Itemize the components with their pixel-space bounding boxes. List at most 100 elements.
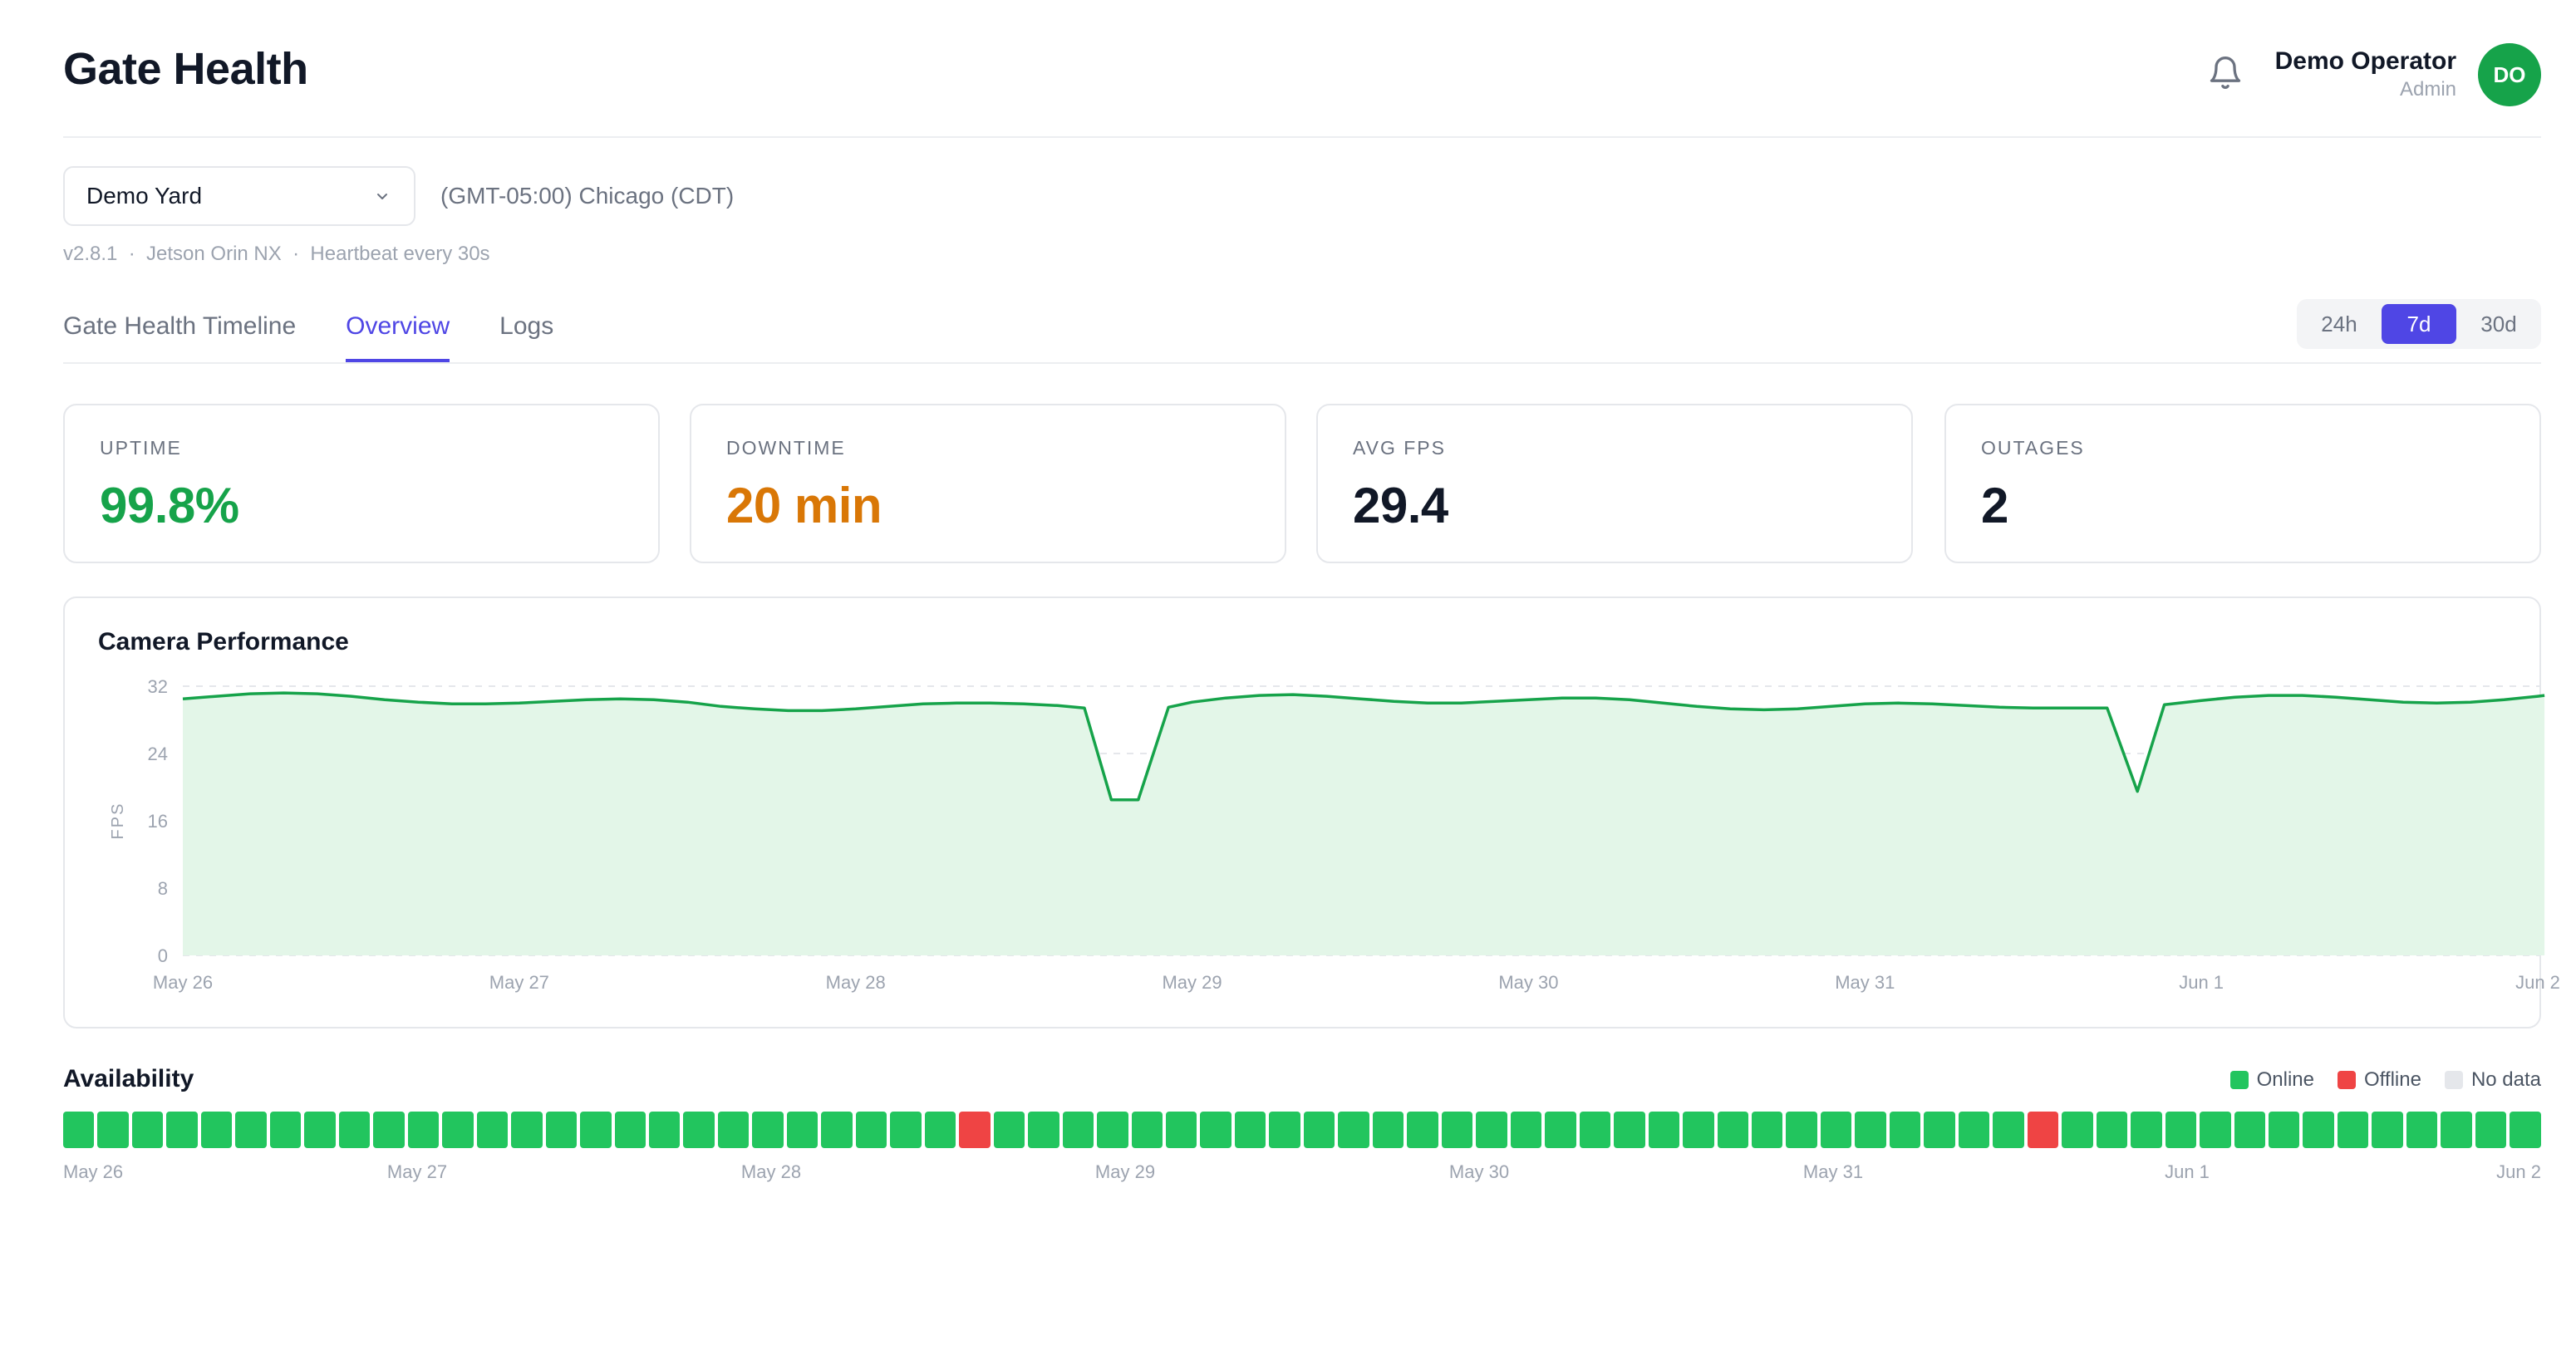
x-tick-label: May 29 xyxy=(1162,972,1222,993)
legend-item-offline: Offline xyxy=(2338,1068,2421,1092)
availability-block-online[interactable] xyxy=(304,1112,336,1148)
availability-block-online[interactable] xyxy=(373,1112,405,1148)
availability-block-online[interactable] xyxy=(1200,1112,1231,1148)
tab-gate-health-timeline[interactable]: Gate Health Timeline xyxy=(63,312,297,340)
availability-axis-label: May 26 xyxy=(63,1161,124,1182)
availability-block-online[interactable] xyxy=(166,1112,198,1148)
legend-swatch xyxy=(2229,1071,2249,1089)
y-tick-label: 16 xyxy=(148,811,168,832)
stat-card-avg-fps: AVG FPS 29.4 xyxy=(1316,404,1913,563)
availability-block-online[interactable] xyxy=(63,1112,95,1148)
range-7d-button[interactable]: 7d xyxy=(2382,304,2456,344)
availability-block-online[interactable] xyxy=(2510,1112,2541,1148)
availability-block-online[interactable] xyxy=(97,1112,129,1148)
availability-block-online[interactable] xyxy=(2096,1112,2128,1148)
avatar[interactable]: DO xyxy=(2478,43,2541,106)
availability-block-online[interactable] xyxy=(1441,1112,1473,1148)
availability-axis-label: May 31 xyxy=(1802,1161,1864,1182)
availability-block-online[interactable] xyxy=(1614,1112,1645,1148)
availability-block-online[interactable] xyxy=(786,1112,819,1148)
y-tick-label: 24 xyxy=(148,744,168,764)
availability-block-online[interactable] xyxy=(2372,1112,2403,1148)
availability-block-online[interactable] xyxy=(648,1112,681,1148)
availability-block-online[interactable] xyxy=(614,1112,646,1148)
bell-icon[interactable] xyxy=(2207,53,2244,93)
availability-block-online[interactable] xyxy=(1303,1112,1335,1148)
availability-block-online[interactable] xyxy=(1717,1112,1748,1148)
availability-block-online[interactable] xyxy=(2165,1112,2197,1148)
availability-block-online[interactable] xyxy=(1372,1112,1404,1148)
tab-logs[interactable]: Logs xyxy=(499,312,554,340)
availability-block-online[interactable] xyxy=(338,1112,371,1148)
availability-block-online[interactable] xyxy=(1958,1112,1990,1148)
availability-block-online[interactable] xyxy=(1062,1112,1094,1148)
range-24h-button[interactable]: 24h xyxy=(2321,311,2357,336)
availability-block-online[interactable] xyxy=(2269,1112,2300,1148)
availability-block-online[interactable] xyxy=(545,1112,578,1148)
x-tick-label: May 26 xyxy=(153,972,213,993)
chevron-down-icon xyxy=(377,194,387,199)
availability-block-online[interactable] xyxy=(1097,1112,1128,1148)
availability-block-online[interactable] xyxy=(1269,1112,1300,1148)
availability-block-online[interactable] xyxy=(442,1112,474,1148)
device-meta: v2.8.1 · Jetson Orin NX · Heartbeat ever… xyxy=(63,243,490,265)
availability-block-online[interactable] xyxy=(2406,1112,2438,1148)
availability-block-online[interactable] xyxy=(717,1112,750,1148)
tab-overview[interactable]: Overview xyxy=(346,312,450,362)
x-tick-label: May 30 xyxy=(1498,972,1558,993)
availability-block-online[interactable] xyxy=(1683,1112,1714,1148)
availability-block-online[interactable] xyxy=(200,1112,233,1148)
availability-block-online[interactable] xyxy=(2062,1112,2093,1148)
availability-block-online[interactable] xyxy=(2200,1112,2231,1148)
availability-block-online[interactable] xyxy=(407,1112,440,1148)
availability-bar xyxy=(63,1112,2541,1148)
availability-block-online[interactable] xyxy=(855,1112,887,1148)
availability-block-offline[interactable] xyxy=(2027,1112,2059,1148)
availability-block-online[interactable] xyxy=(1234,1112,1266,1148)
availability-block-online[interactable] xyxy=(752,1112,784,1148)
availability-block-online[interactable] xyxy=(1820,1112,1852,1148)
availability-block-online[interactable] xyxy=(2234,1112,2265,1148)
availability-block-online[interactable] xyxy=(2303,1112,2334,1148)
availability-block-online[interactable] xyxy=(2441,1112,2472,1148)
stat-label: UPTIME xyxy=(100,437,182,459)
availability-block-online[interactable] xyxy=(1889,1112,1921,1148)
availability-block-online[interactable] xyxy=(511,1112,543,1148)
availability-block-online[interactable] xyxy=(993,1112,1025,1148)
availability-block-online[interactable] xyxy=(1407,1112,1438,1148)
availability-block-online[interactable] xyxy=(1338,1112,1369,1148)
availability-block-online[interactable] xyxy=(821,1112,853,1148)
availability-block-online[interactable] xyxy=(924,1112,956,1148)
availability-block-online[interactable] xyxy=(1924,1112,1955,1148)
availability-block-online[interactable] xyxy=(2131,1112,2162,1148)
chart-title: Camera Performance xyxy=(98,628,349,655)
availability-block-online[interactable] xyxy=(683,1112,715,1148)
y-tick-label: 32 xyxy=(148,676,168,697)
site-select[interactable]: Demo Yard xyxy=(63,166,415,226)
availability-block-online[interactable] xyxy=(131,1112,164,1148)
availability-block-online[interactable] xyxy=(476,1112,509,1148)
availability-block-online[interactable] xyxy=(1028,1112,1059,1148)
availability-block-offline[interactable] xyxy=(959,1112,991,1148)
availability-block-online[interactable] xyxy=(890,1112,922,1148)
range-30d-button[interactable]: 30d xyxy=(2480,311,2517,336)
availability-block-online[interactable] xyxy=(1510,1112,1542,1148)
availability-block-online[interactable] xyxy=(1751,1112,1783,1148)
legend-swatch xyxy=(2338,1071,2356,1089)
availability-block-online[interactable] xyxy=(1131,1112,1163,1148)
availability-block-online[interactable] xyxy=(1648,1112,1680,1148)
availability-block-online[interactable] xyxy=(235,1112,267,1148)
availability-block-online[interactable] xyxy=(1476,1112,1507,1148)
availability-block-online[interactable] xyxy=(580,1112,612,1148)
availability-block-online[interactable] xyxy=(1855,1112,1886,1148)
availability-block-online[interactable] xyxy=(2337,1112,2369,1148)
availability-block-online[interactable] xyxy=(1579,1112,1611,1148)
timezone-label: (GMT-05:00) Chicago (CDT) xyxy=(440,183,735,209)
availability-block-online[interactable] xyxy=(1786,1112,1817,1148)
availability-block-online[interactable] xyxy=(269,1112,302,1148)
stat-label: AVG FPS xyxy=(1353,437,1446,459)
availability-block-online[interactable] xyxy=(1166,1112,1197,1148)
availability-block-online[interactable] xyxy=(1993,1112,2024,1148)
availability-block-online[interactable] xyxy=(1545,1112,1576,1148)
availability-block-online[interactable] xyxy=(2475,1112,2507,1148)
